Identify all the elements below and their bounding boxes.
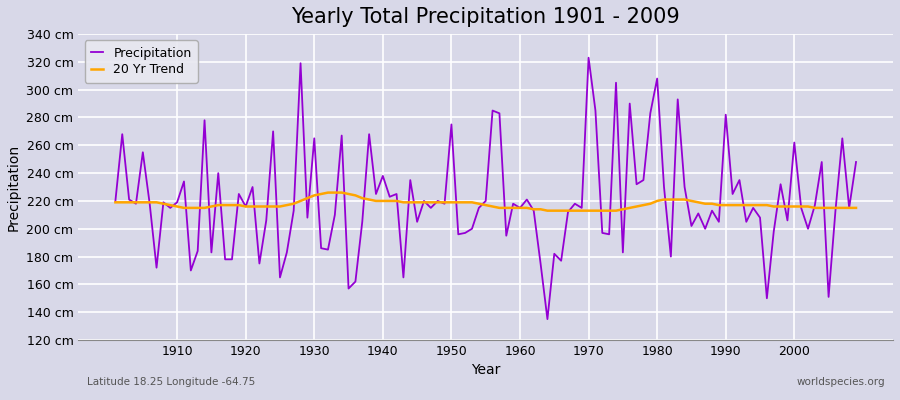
- 20 Yr Trend: [610, 208, 621, 213]
- 20 Yr Trend: [110, 200, 121, 205]
- Line: 20 Yr Trend: 20 Yr Trend: [115, 192, 856, 211]
- 20 Yr Trend: [542, 208, 553, 213]
- X-axis label: Year: Year: [471, 364, 500, 378]
- 20 Yr Trend: [165, 203, 176, 208]
- 20 Yr Trend: [521, 206, 532, 210]
- Precipitation: [508, 201, 518, 206]
- 20 Yr Trend: [850, 206, 861, 210]
- Text: worldspecies.org: worldspecies.org: [796, 377, 885, 387]
- Precipitation: [542, 317, 553, 322]
- Precipitation: [515, 206, 526, 210]
- Precipitation: [850, 160, 861, 164]
- Legend: Precipitation, 20 Yr Trend: Precipitation, 20 Yr Trend: [85, 40, 198, 82]
- Precipitation: [110, 198, 121, 203]
- Precipitation: [165, 206, 176, 210]
- Precipitation: [357, 219, 368, 224]
- Line: Precipitation: Precipitation: [115, 58, 856, 319]
- 20 Yr Trend: [316, 192, 327, 196]
- Precipitation: [583, 55, 594, 60]
- 20 Yr Trend: [364, 197, 374, 202]
- Precipitation: [316, 246, 327, 251]
- Text: Latitude 18.25 Longitude -64.75: Latitude 18.25 Longitude -64.75: [86, 377, 255, 387]
- Title: Yearly Total Precipitation 1901 - 2009: Yearly Total Precipitation 1901 - 2009: [292, 7, 680, 27]
- 20 Yr Trend: [322, 190, 333, 195]
- Y-axis label: Precipitation: Precipitation: [7, 144, 21, 230]
- Precipitation: [610, 80, 621, 85]
- 20 Yr Trend: [515, 206, 526, 210]
